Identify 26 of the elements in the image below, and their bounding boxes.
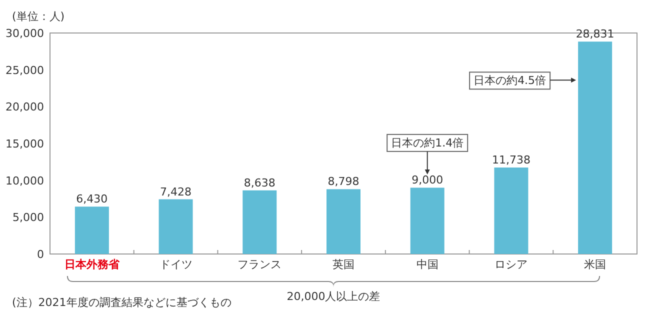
y-tick-label: 20,000 <box>6 100 44 114</box>
x-tick-label: ドイツ <box>159 258 192 271</box>
y-tick-label: 10,000 <box>6 174 44 188</box>
x-tick-label: 英国 <box>332 258 354 271</box>
data-label: 7,428 <box>160 185 192 198</box>
x-tick-label: ロシア <box>494 258 528 271</box>
x-tick-label: 日本外務省 <box>64 258 120 271</box>
data-label: 9,000 <box>412 174 444 187</box>
annotation: 日本の約1.4倍 <box>391 136 464 150</box>
data-label: 8,638 <box>244 176 276 190</box>
x-tick-label: 米国 <box>584 258 606 271</box>
data-label: 11,738 <box>492 154 530 167</box>
x-tick-label: 中国 <box>416 258 438 271</box>
y-tick-label: 0 <box>37 248 44 261</box>
data-label: 6,430 <box>76 192 108 206</box>
x-tick-label: フランス <box>238 258 282 271</box>
text: (注）2021年度の調査結果などに基づくもの <box>12 296 232 309</box>
y-axis-title: (単位：人) <box>12 10 65 23</box>
y-tick-label: 5,000 <box>12 211 44 224</box>
data-label: 8,798 <box>328 175 360 188</box>
annotation: 日本の約4.5倍 <box>474 74 546 88</box>
y-tick-label: 15,000 <box>6 138 44 150</box>
data-label: 28,831 <box>576 28 614 41</box>
text: 20,000人以上の差 <box>286 290 380 303</box>
y-tick-label: 30,000 <box>6 27 44 40</box>
y-tick-label: 25,000 <box>6 64 44 77</box>
